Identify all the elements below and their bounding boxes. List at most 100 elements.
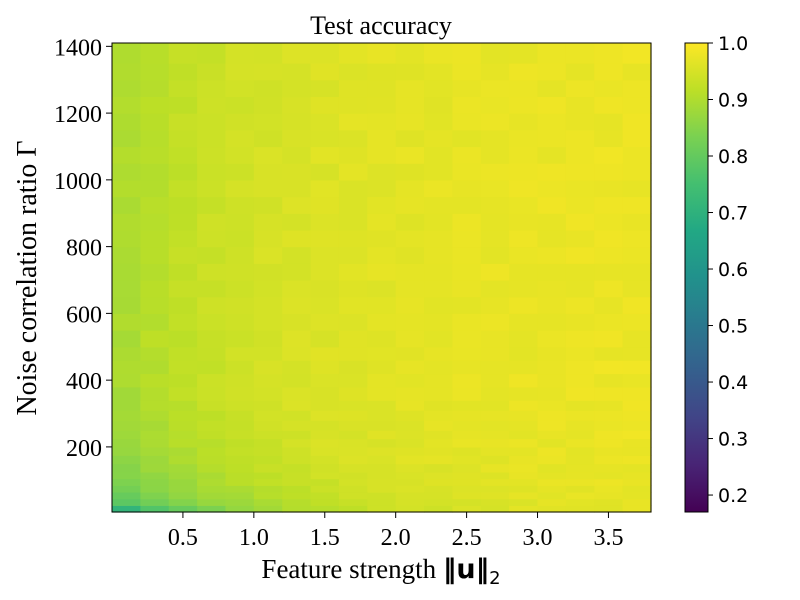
heatmap-cell xyxy=(168,196,198,214)
heatmap-cell xyxy=(452,43,482,64)
heatmap-cell xyxy=(282,410,312,421)
heatmap-cell xyxy=(367,196,397,214)
colorbar-tick-label: 0.4 xyxy=(718,372,748,394)
heatmap-cell xyxy=(282,446,312,456)
heatmap-cell xyxy=(395,505,425,513)
colorbar xyxy=(684,42,709,513)
heatmap-cell xyxy=(622,455,652,465)
heatmap-cell xyxy=(537,229,567,248)
heatmap-cell xyxy=(594,446,624,456)
heatmap-cell xyxy=(197,455,227,465)
heatmap-cell xyxy=(452,280,482,298)
heatmap-cell xyxy=(395,485,425,493)
heatmap-cell xyxy=(622,313,652,331)
heatmap-cell xyxy=(395,246,425,264)
heatmap-cell xyxy=(140,505,170,513)
heatmap-cell xyxy=(509,386,539,401)
heatmap-cell xyxy=(225,491,255,500)
heatmap-cell xyxy=(622,163,652,181)
heatmap-cell xyxy=(622,63,652,81)
heatmap-cell xyxy=(594,213,624,231)
heatmap-cell xyxy=(112,446,141,456)
heatmap-cell xyxy=(452,438,482,448)
heatmap-cell xyxy=(310,478,340,486)
heatmap-cell xyxy=(253,63,283,81)
heatmap-cell xyxy=(565,438,595,448)
heatmap-cell xyxy=(253,386,283,401)
heatmap-cell xyxy=(253,43,283,64)
heatmap-cell xyxy=(282,346,312,361)
heatmap-cell xyxy=(424,455,454,465)
heatmap-cell xyxy=(112,179,141,198)
heatmap-cell xyxy=(367,491,397,500)
heatmap-cell xyxy=(310,400,340,411)
heatmap-cell xyxy=(168,463,198,473)
heatmap-cell xyxy=(225,455,255,465)
heatmap-cell xyxy=(310,463,340,473)
heatmap-cell xyxy=(253,400,283,411)
heatmap-cell xyxy=(622,505,652,513)
heatmap-cell xyxy=(452,455,482,465)
heatmap-cell xyxy=(338,280,368,298)
heatmap-cell xyxy=(480,96,510,114)
heatmap-cell xyxy=(594,43,624,64)
heatmap-cell xyxy=(480,455,510,465)
x-tick-label: 2.0 xyxy=(381,525,411,551)
heatmap-cell xyxy=(594,373,624,388)
heatmap-cell xyxy=(140,263,170,281)
heatmap-cell xyxy=(338,505,368,513)
heatmap-cell xyxy=(424,373,454,388)
heatmap-cell xyxy=(565,400,595,411)
heatmap-cell xyxy=(367,313,397,331)
heatmap-cell xyxy=(537,463,567,473)
heatmap-cell xyxy=(112,455,141,465)
heatmap-cell xyxy=(168,263,198,281)
heatmap-cell xyxy=(282,491,312,500)
heatmap-cell xyxy=(424,446,454,456)
heatmap-cell xyxy=(140,386,170,401)
heatmap-cell xyxy=(253,246,283,264)
heatmap-cell xyxy=(112,420,141,431)
colorbar-axis: 0.2 0.3 0.4 0.5 0.6 0.7 0.8 0.9 1.0 xyxy=(708,33,748,507)
heatmap-cell xyxy=(253,346,283,361)
heatmap-cell xyxy=(480,491,510,500)
heatmap-cell xyxy=(168,430,198,440)
heatmap-cell xyxy=(622,296,652,314)
heatmap-cell xyxy=(367,360,397,375)
heatmap-cell xyxy=(367,463,397,473)
heatmap-cell xyxy=(112,463,141,473)
heatmap-cell xyxy=(594,129,624,148)
heatmap-cell xyxy=(537,313,567,331)
heatmap-cell xyxy=(197,146,227,164)
heatmap-cell xyxy=(480,420,510,431)
heatmap-cell xyxy=(509,420,539,431)
heatmap-cell xyxy=(594,463,624,473)
heatmap-cell xyxy=(367,420,397,431)
heatmap-cell xyxy=(480,373,510,388)
y-tick-label: 200 xyxy=(66,436,102,462)
heatmap-cell xyxy=(225,96,255,114)
heatmap-cell xyxy=(140,330,170,348)
heatmap-cell xyxy=(367,505,397,513)
heatmap-cell xyxy=(480,430,510,440)
heatmap-cell xyxy=(480,280,510,298)
heatmap-cell xyxy=(338,346,368,361)
heatmap-cell xyxy=(367,113,397,131)
heatmap-cell xyxy=(367,263,397,281)
heatmap-cell xyxy=(168,471,198,480)
heatmap-cell xyxy=(282,229,312,248)
heatmap-cell xyxy=(509,313,539,331)
heatmap-cell xyxy=(310,491,340,500)
heatmap-cell xyxy=(480,43,510,64)
heatmap-cell xyxy=(395,229,425,248)
heatmap-cell xyxy=(197,263,227,281)
heatmap-cell xyxy=(253,213,283,231)
heatmap-cell xyxy=(225,420,255,431)
heatmap-cell xyxy=(253,438,283,448)
heatmap-cell xyxy=(168,485,198,493)
heatmap-cell xyxy=(282,146,312,164)
heatmap-cell xyxy=(509,478,539,486)
heatmap-cell xyxy=(424,471,454,480)
heatmap-cell xyxy=(424,296,454,314)
heatmap-cell xyxy=(282,471,312,480)
